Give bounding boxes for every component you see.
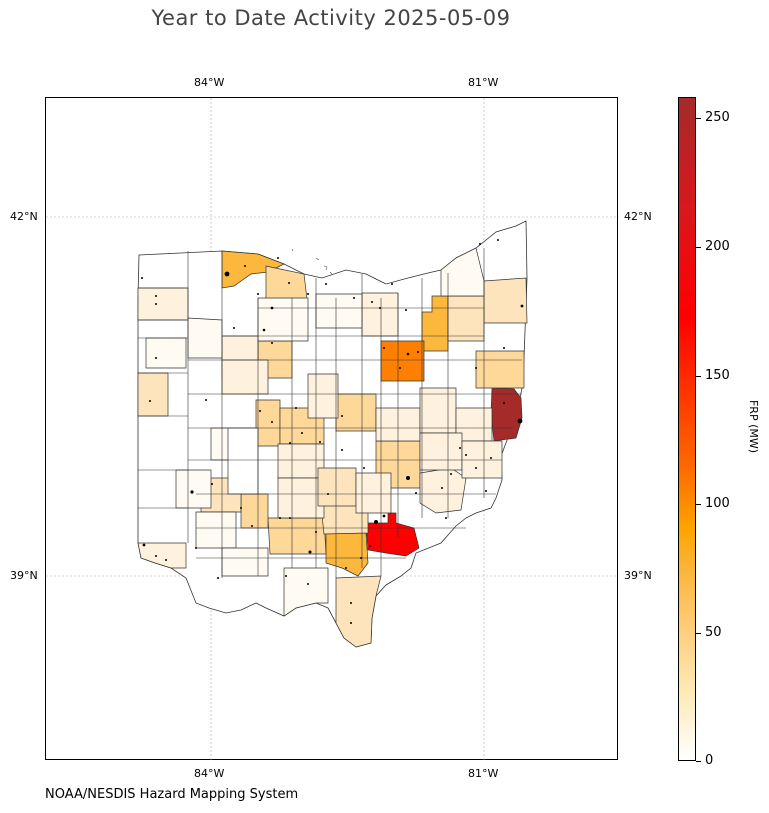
county-lawrence (335, 575, 382, 648)
map-title: Year to Date Activity 2025-05-09 (151, 6, 511, 30)
county-williams (137, 287, 189, 321)
cbar-label-50: 50 (705, 625, 722, 640)
map-frame (45, 97, 619, 761)
frp-colorbar (678, 97, 696, 761)
county-hamilton (137, 542, 187, 569)
county-defiance (187, 317, 223, 359)
left-lat-label-42n: 42°N (10, 210, 38, 223)
county-scioto (283, 567, 329, 617)
right-lat-label-42n: 42°N (624, 210, 652, 223)
county-paulding (145, 337, 187, 369)
cbar-label-200: 200 (705, 239, 730, 254)
cbar-tick-200 (696, 247, 701, 248)
county-logan (221, 359, 269, 395)
county-knox (380, 340, 425, 382)
bottom-lon-label-81w: 81°W (468, 767, 499, 780)
county-ashtabula (483, 277, 528, 324)
county-ashland (361, 292, 399, 337)
data-source-credit: NOAA/NESDIS Hazard Mapping System (45, 787, 299, 802)
fire-detections (141, 239, 524, 624)
cbar-tick-100 (696, 504, 701, 505)
county-fairfield (277, 477, 325, 519)
cbar-tick-250 (696, 118, 701, 119)
county-washington (419, 467, 467, 514)
county-fills (137, 247, 528, 648)
cbar-label-250: 250 (705, 110, 730, 125)
county-mercer (137, 372, 169, 417)
county-clark (227, 427, 259, 495)
cbar-tick-0 (696, 761, 701, 762)
county-perry (317, 467, 357, 507)
cbar-tick-150 (696, 376, 701, 377)
ohio-county-map (46, 98, 619, 761)
county-lucas (221, 250, 285, 289)
county-columbiana (475, 350, 525, 389)
county-tuscarawas (419, 387, 457, 434)
left-lat-label-39n: 39°N (10, 569, 38, 582)
county-portage (447, 295, 485, 342)
county-belmont (490, 387, 523, 442)
county-delaware (307, 373, 339, 419)
county-seneca (257, 297, 309, 342)
colorbar-title: FRP (MW) (747, 399, 761, 454)
cbar-label-100: 100 (705, 496, 730, 511)
county-guernsey (419, 432, 463, 471)
bottom-lon-label-84w: 84°W (194, 767, 225, 780)
county-clermont (195, 511, 237, 549)
county-lines (138, 248, 522, 578)
county-huron (315, 293, 363, 329)
county-monroe (461, 440, 503, 479)
county-hocking (355, 472, 392, 514)
county-lake (440, 247, 485, 297)
cbar-tick-50 (696, 633, 701, 634)
top-lon-label-84w: 84°W (194, 76, 225, 89)
county-licking (335, 393, 377, 432)
lake-erie-islands (291, 248, 333, 275)
county-ross (267, 517, 327, 555)
county-butler (175, 469, 212, 509)
cbar-label-150: 150 (705, 368, 730, 383)
county-adams (221, 547, 269, 577)
top-lon-label-81w: 81°W (468, 76, 499, 89)
county-madison (255, 399, 281, 447)
county-highland (240, 493, 269, 529)
cbar-label-0: 0 (705, 753, 714, 768)
graticule (46, 98, 619, 761)
county-pickaway (277, 443, 325, 479)
right-lat-label-39n: 39°N (624, 569, 652, 582)
